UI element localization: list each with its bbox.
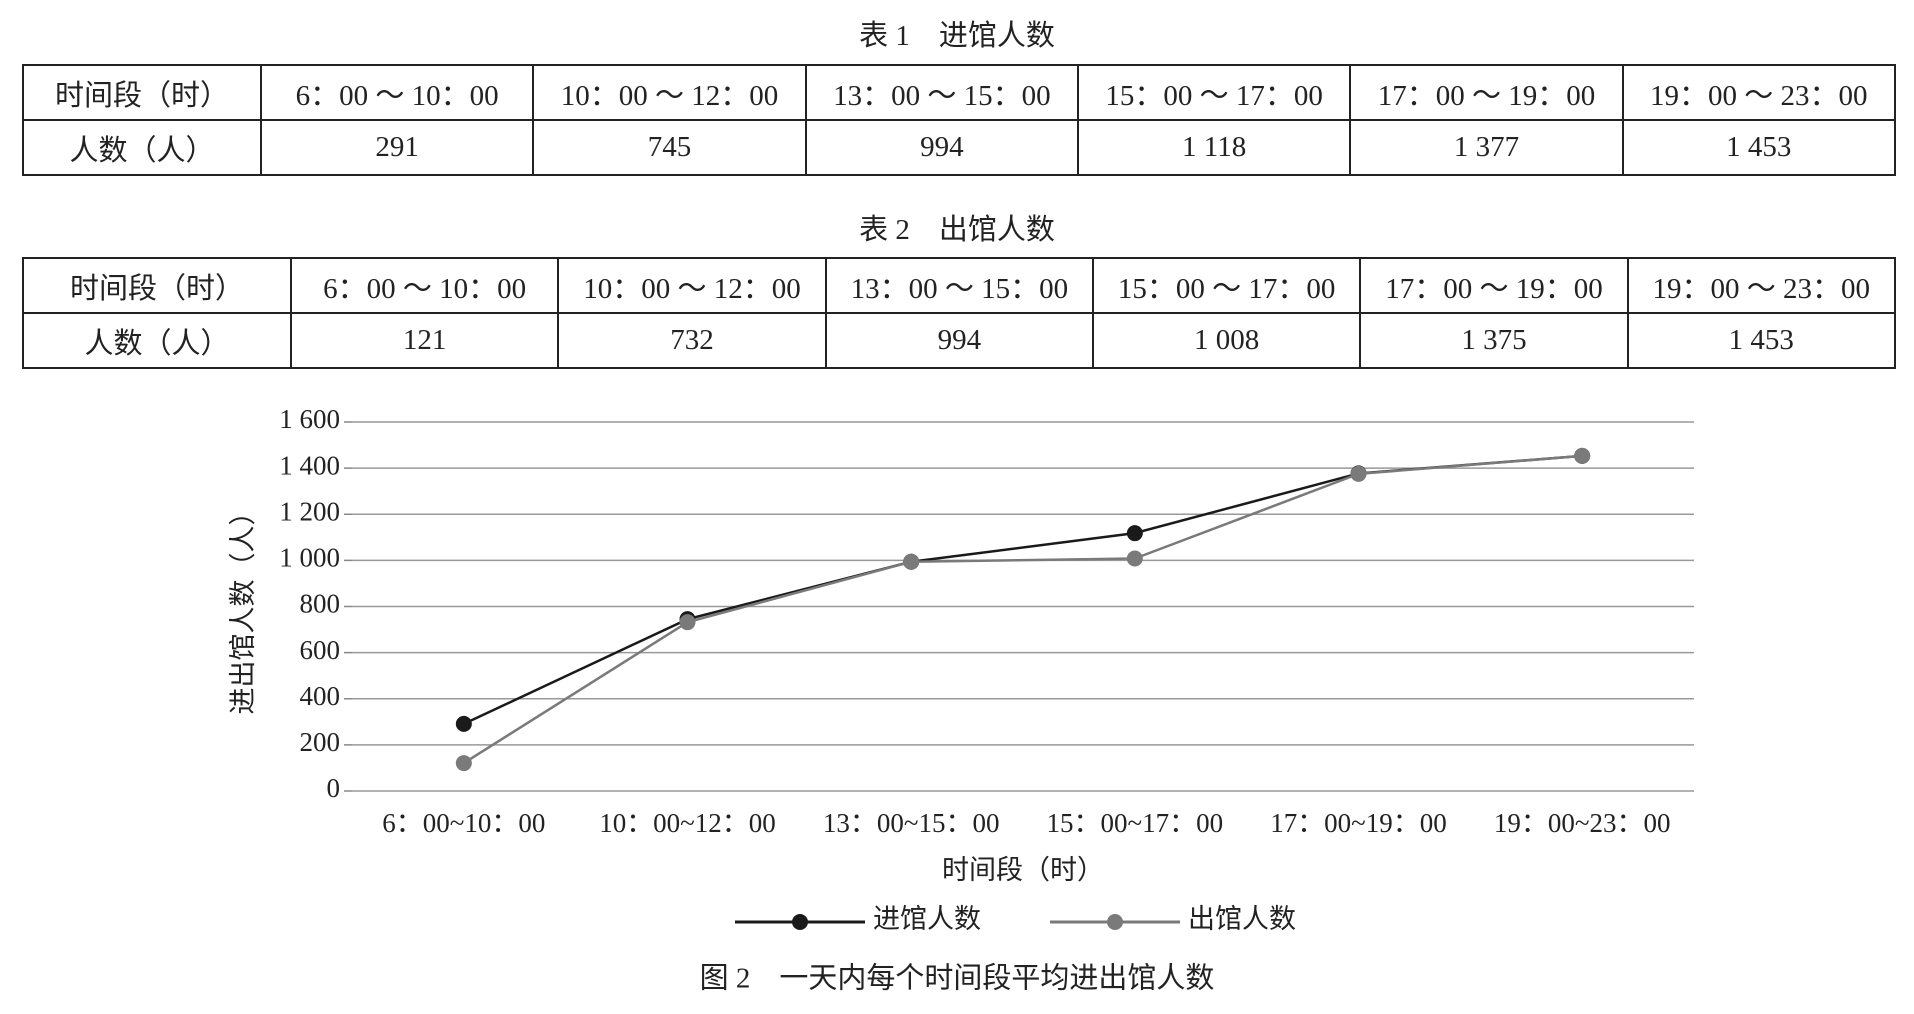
table-cell: 17：00 ～ 19：00: [1359, 257, 1629, 314]
point: [455, 715, 472, 732]
figure-caption: 图 2 一天内每个时间段平均进出馆人数: [700, 962, 1215, 995]
table-cell: 人数（人）: [22, 119, 262, 176]
point: [1574, 447, 1591, 464]
point: [1126, 525, 1143, 542]
x-tick-label: 17：00~19：00: [1270, 808, 1447, 838]
table-cell: 1 453: [1621, 119, 1896, 176]
table-cell: 15：00 ～ 17：00: [1091, 257, 1362, 314]
y-tick-label: 1 000: [279, 543, 340, 573]
legend-marker: [792, 914, 808, 930]
legend-label: 出馆人数: [1188, 904, 1296, 934]
series-line: [463, 454, 1583, 765]
table-cell: 10：00 ～ 12：00: [557, 257, 827, 314]
table-cell: 1 375: [1359, 312, 1629, 369]
y-tick-label: 1 400: [279, 450, 340, 480]
x-tick-label: 19：00~23：00: [1494, 808, 1671, 838]
table-cell: 19：00 ～ 23：00: [1626, 257, 1896, 314]
x-tick-label: 10：00~12：00: [599, 808, 776, 838]
table-cell: 时间段（时）: [22, 64, 262, 121]
table-cell: 745: [532, 119, 807, 176]
table: 时间段（时） 6：00 ～ 10：00 10：00 ～ 12：00 13：00 ～ 1…: [22, 257, 1896, 369]
point: [1126, 550, 1143, 567]
x-axis-label: 时间段（时）: [942, 855, 1104, 885]
table-cell: 6：00 ～ 10：00: [289, 257, 560, 314]
chart: 0 200 400 600 800 1 000 1 200 1 400 1 600 进出馆人数（人…: [228, 404, 1694, 995]
table-cell: 291: [259, 119, 535, 176]
table-row: 时间段（时） 6：00 ～ 10：00 10：00 ～ 12：00 13：00 ～ 1…: [22, 257, 1896, 314]
table-row: 时间段（时） 6：00 ～ 10：00 10：00 ～ 12：00 13：00 ～ 1…: [22, 64, 1896, 121]
series-line: [463, 454, 1583, 726]
table-cell: 6：00 ～ 10：00: [259, 64, 535, 121]
point: [903, 553, 920, 570]
y-tick-label: 200: [300, 727, 341, 757]
table-cell: 1 008: [1091, 312, 1362, 369]
table-cell: 17：00 ～ 19：00: [1349, 64, 1624, 121]
y-tick-label: 600: [300, 635, 341, 665]
table-cell: 时间段（时）: [22, 257, 292, 314]
legend-label: 进馆人数: [873, 904, 981, 934]
table-row: 人数（人） 121 732 994 1 008 1 375 1 453: [22, 312, 1896, 369]
table-cell: 15：00 ～ 17：00: [1076, 64, 1352, 121]
table-cell: 994: [824, 312, 1094, 369]
table-cell: 人数（人）: [22, 312, 292, 369]
y-tick-label: 0: [327, 773, 341, 803]
x-tick-label: 6：00~10：00: [382, 808, 545, 838]
x-tick-label: 13：00~15：00: [823, 808, 1000, 838]
table-title: 表 1 进馆人数: [859, 20, 1055, 52]
point: [1350, 465, 1367, 482]
table-cell: 1 118: [1076, 119, 1352, 176]
x-tick-label: 15：00~17：00: [1047, 808, 1224, 838]
table-cell: 13：00 ～ 15：00: [804, 64, 1079, 121]
table: 时间段（时） 6：00 ～ 10：00 10：00 ～ 12：00 13：00 ～ 1…: [22, 64, 1896, 176]
table-cell: 1 377: [1349, 119, 1624, 176]
table-cell: 121: [289, 312, 560, 369]
y-axis-label: 进出馆人数（人）: [228, 499, 258, 715]
legend-marker: [1107, 914, 1123, 930]
table-cell: 994: [804, 119, 1079, 176]
table-cell: 732: [557, 312, 827, 369]
table-title: 表 2 出馆人数: [859, 214, 1055, 246]
table-cell: 13：00 ～ 15：00: [824, 257, 1094, 314]
table-row: 人数（人） 291 745 994 1 118 1 377 1 453: [22, 119, 1896, 176]
point: [679, 614, 696, 631]
point: [455, 755, 472, 772]
table-cell: 10：00 ～ 12：00: [532, 64, 807, 121]
table-cell: 1 453: [1626, 312, 1896, 369]
table-cell: 19：00 ～ 23：00: [1621, 64, 1896, 121]
y-tick-label: 1 600: [279, 404, 340, 434]
y-tick-label: 400: [300, 681, 341, 711]
y-tick-label: 1 200: [279, 496, 340, 526]
y-tick-label: 800: [300, 589, 341, 619]
